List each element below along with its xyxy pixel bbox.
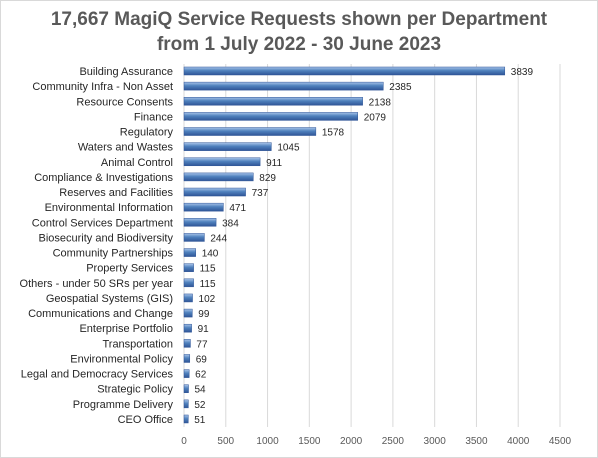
- bar: [183, 142, 272, 151]
- data-label: 1578: [322, 128, 345, 139]
- gridlines: [183, 64, 561, 427]
- data-label: 99: [198, 309, 210, 320]
- category-label: Community Infra - Non Asset: [32, 81, 173, 93]
- bar: [183, 172, 254, 182]
- category-label: Compliance & Investigations: [34, 172, 173, 184]
- data-label: 77: [196, 339, 208, 350]
- data-label: 2138: [369, 97, 392, 108]
- category-label: Geospatial Systems (GIS): [46, 293, 173, 305]
- bar: [183, 187, 246, 197]
- category-label: Animal Control: [101, 157, 173, 169]
- category-label: Reserves and Facilities: [59, 187, 173, 199]
- data-label: 115: [200, 264, 216, 275]
- category-label: Environmental Policy: [70, 353, 173, 365]
- data-label: 51: [194, 415, 206, 426]
- x-tick-label: 4000: [507, 436, 530, 447]
- bar: [183, 157, 261, 167]
- bar: [183, 263, 194, 272]
- x-tick-label: 1500: [298, 436, 321, 447]
- bar: [183, 384, 189, 393]
- bar: [183, 248, 196, 257]
- bar: [183, 112, 358, 121]
- category-label: Finance: [134, 111, 173, 123]
- bar: [183, 293, 193, 303]
- x-tick-label: 3500: [465, 436, 488, 447]
- data-label: 471: [229, 203, 246, 214]
- category-label: Building Assurance: [79, 66, 173, 78]
- bar: [183, 233, 205, 242]
- bar: [183, 339, 191, 348]
- bar: [183, 399, 189, 409]
- data-label: 102: [199, 294, 216, 305]
- data-label: 244: [210, 233, 227, 244]
- category-label: Transportation: [102, 338, 173, 350]
- category-label: Property Services: [86, 263, 173, 275]
- data-label: 2079: [364, 112, 387, 123]
- category-label: CEO Office: [118, 414, 173, 426]
- x-tick-label: 2500: [382, 436, 405, 447]
- bar: [183, 81, 384, 91]
- x-tick-label: 1000: [256, 436, 279, 447]
- data-label: 140: [202, 249, 219, 260]
- data-label: 62: [195, 370, 207, 381]
- category-label: Environmental Information: [45, 202, 173, 214]
- x-tick-label: 3000: [424, 436, 447, 447]
- bar: [183, 308, 193, 318]
- category-label: Strategic Policy: [97, 384, 173, 396]
- category-label: Enterprise Portfolio: [79, 323, 173, 335]
- bar: [183, 354, 191, 363]
- bar: [183, 278, 194, 288]
- bar: [183, 202, 224, 212]
- category-label: Resource Consents: [76, 96, 173, 108]
- category-label: Others - under 50 SRs per year: [20, 278, 174, 290]
- data-label: 3839: [511, 67, 534, 78]
- category-label: Control Services Department: [32, 217, 173, 229]
- bar: [183, 127, 317, 136]
- category-label: Regulatory: [120, 127, 174, 139]
- category-label: Community Partnerships: [53, 248, 174, 260]
- data-label: 384: [222, 218, 239, 229]
- data-label: 52: [194, 400, 206, 411]
- category-label: Legal and Democracy Services: [21, 369, 174, 381]
- data-label: 115: [200, 279, 216, 290]
- data-label: 54: [195, 385, 207, 396]
- category-label: Communications and Change: [28, 308, 173, 320]
- chart-title-line-1: 17,667 MagiQ Service Requests shown per …: [50, 9, 548, 30]
- data-label: 1045: [277, 143, 300, 154]
- chart-title: 17,667 MagiQ Service Requests shown per …: [1, 7, 597, 57]
- data-label: 737: [252, 188, 269, 199]
- bar: [183, 414, 189, 424]
- bar: [183, 66, 506, 76]
- bar: [183, 323, 192, 333]
- bar: [183, 369, 190, 378]
- bars: [183, 66, 506, 424]
- data-label: 829: [259, 173, 276, 184]
- data-label: 91: [198, 324, 210, 335]
- chart-title-line-2: from 1 July 2022 - 30 June 2023: [156, 34, 442, 55]
- x-tick-label: 4500: [549, 436, 572, 447]
- category-label: Programme Delivery: [73, 399, 174, 411]
- x-tick-label: 0: [181, 436, 187, 447]
- data-label: 2385: [389, 82, 412, 93]
- data-label: 69: [196, 354, 208, 365]
- x-tick-label: 2000: [340, 436, 363, 447]
- bar: [183, 218, 217, 227]
- labels: 0 500 1000 1500 2000 2500 3000 3500 4000 4500 Buil…: [20, 66, 572, 447]
- category-label: Biosecurity and Biodiversity: [38, 232, 173, 244]
- bar: [183, 97, 363, 106]
- x-tick-label: 500: [217, 436, 234, 447]
- data-label: 911: [266, 158, 282, 169]
- category-label: Waters and Wastes: [78, 142, 174, 154]
